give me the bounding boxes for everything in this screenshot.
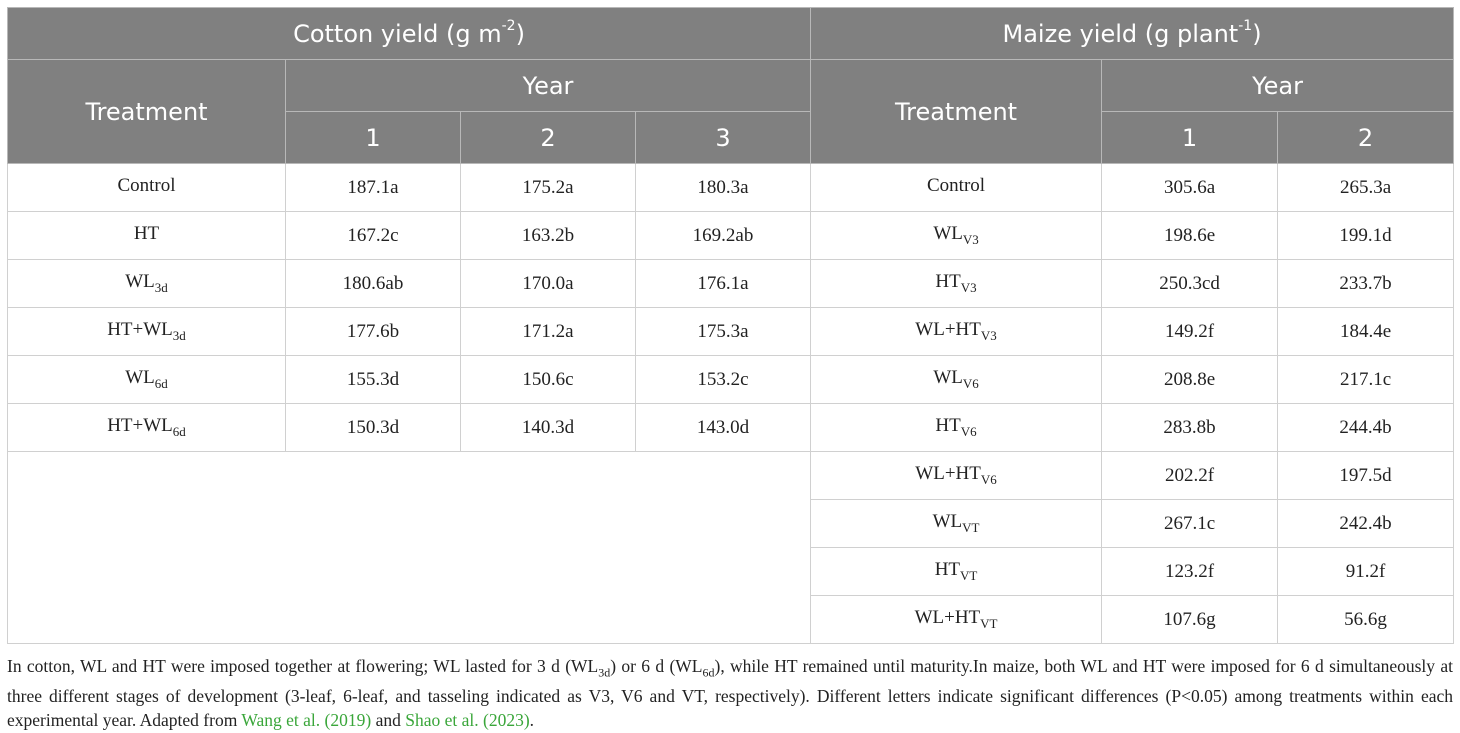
maize-year-header: Year [1101,59,1455,112]
cotton-year-3: 3 [634,111,812,164]
cotton-value: 177.6b [285,307,461,356]
maize-treatment-header: Treatment [810,59,1103,164]
cotton-year-header: Year [284,59,812,112]
table-row: WL+HTV6 202.2f 197.5d [6,451,1455,644]
cotton-treatment: WL6d [7,355,286,404]
yield-table: Cotton yield (g m-2) Maize yield (g plan… [6,7,1455,644]
cotton-treatment: HT+WL6d [7,403,286,452]
cotton-value: 187.1a [285,163,461,212]
table-row: WLVT 267.1c 242.4b [8,499,1455,548]
maize-value: 107.6g [1101,595,1279,644]
cotton-value: 143.0d [634,403,812,452]
maize-treatment: HTV3 [810,259,1103,308]
maize-treatment: WL+HTV6 [810,451,1103,500]
maize-value: 56.6g [1277,595,1455,644]
empty-cell [6,451,812,644]
cotton-value: 140.3d [460,403,636,452]
maize-treatment: Control [810,163,1103,212]
maize-value: 202.2f [1101,451,1279,500]
cotton-treatment: HT+WL3d [7,307,286,356]
cotton-value: 180.3a [634,163,812,212]
maize-value: 283.8b [1101,403,1279,452]
table-row: WL+HTVT 107.6g 56.6g [8,595,1455,644]
table-row: HT+WL6d 150.3d 140.3d 143.0d HTV6 283.8b… [7,403,1455,452]
maize-year-1: 1 [1101,111,1279,164]
table-row: WL6d 155.3d 150.6c 153.2c WLV6 208.8e 21… [7,355,1455,404]
maize-value: 149.2f [1101,307,1279,356]
cotton-treatment: Control [7,163,286,212]
maize-treatment: HTVT [810,547,1103,596]
cotton-treatment: HT [7,211,286,260]
cotton-value: 169.2ab [634,211,812,260]
cotton-value: 155.3d [285,355,461,404]
maize-treatment: WLV3 [810,211,1103,260]
maize-value: 199.1d [1277,211,1455,260]
maize-value: 197.5d [1277,451,1455,500]
maize-treatment: WL+HTV3 [810,307,1103,356]
maize-year-2: 2 [1277,111,1455,164]
cotton-value: 170.0a [460,259,636,308]
maize-yield-header: Maize yield (g plant-1) [810,7,1455,60]
cotton-value: 167.2c [285,211,461,260]
maize-value: 198.6e [1101,211,1279,260]
maize-value: 217.1c [1277,355,1455,404]
cotton-value: 150.3d [285,403,461,452]
table-footnote: In cotton, WL and HT were imposed togeth… [7,656,1453,730]
table-row: HT+WL3d 177.6b 171.2a 175.3a WL+HTV3 149… [7,307,1455,356]
maize-value: 123.2f [1101,547,1279,596]
maize-value: 305.6a [1101,163,1279,212]
cotton-value: 153.2c [634,355,812,404]
maize-value: 250.3cd [1101,259,1279,308]
citation-link-wang[interactable]: Wang et al. (2019) [241,709,372,730]
maize-value: 184.4e [1277,307,1455,356]
cotton-value: 163.2b [460,211,636,260]
maize-value: 242.4b [1277,499,1455,548]
maize-treatment: HTV6 [810,403,1103,452]
maize-value: 233.7b [1277,259,1455,308]
maize-value: 244.4b [1277,403,1455,452]
cotton-value: 175.2a [460,163,636,212]
maize-value: 267.1c [1101,499,1279,548]
table-row: Control 187.1a 175.2a 180.3a Control 305… [7,163,1455,212]
maize-value: 265.3a [1277,163,1455,212]
cotton-value: 175.3a [634,307,812,356]
cotton-value: 150.6c [460,355,636,404]
table-row: HT 167.2c 163.2b 169.2ab WLV3 198.6e 199… [7,211,1455,260]
cotton-year-1: 1 [285,111,461,164]
cotton-treatment: WL3d [7,259,286,308]
maize-treatment: WLV6 [810,355,1103,404]
cotton-yield-header: Cotton yield (g m-2) [6,7,812,60]
cotton-treatment-header: Treatment [7,59,286,164]
table-row: HTVT 123.2f 91.2f [8,547,1455,596]
maize-value: 208.8e [1101,355,1279,404]
maize-value: 91.2f [1277,547,1455,596]
maize-treatment: WLVT [810,499,1103,548]
cotton-value: 180.6ab [285,259,461,308]
citation-link-shao[interactable]: Shao et al. (2023) [405,709,530,730]
cotton-year-2: 2 [460,111,636,164]
maize-treatment: WL+HTVT [810,595,1103,644]
cotton-value: 171.2a [460,307,636,356]
table-row: WL3d 180.6ab 170.0a 176.1a HTV3 250.3cd … [7,259,1455,308]
cotton-value: 176.1a [634,259,812,308]
